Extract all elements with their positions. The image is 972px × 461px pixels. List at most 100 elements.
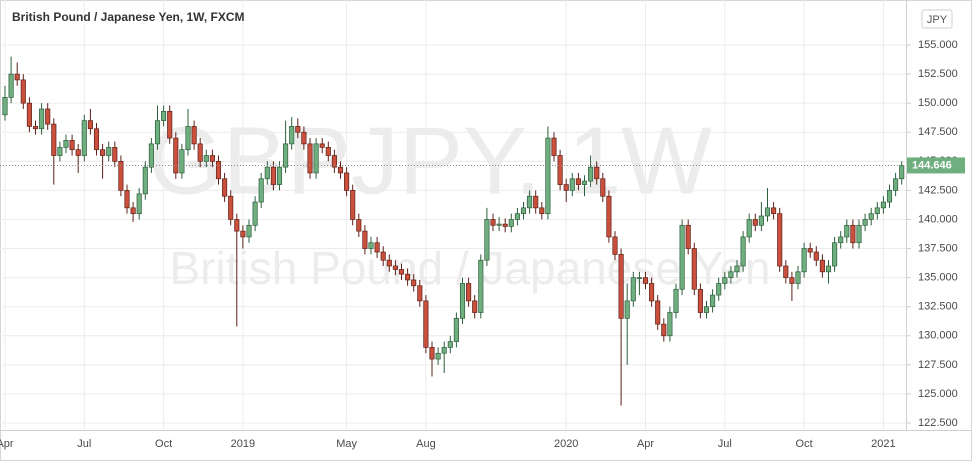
candle-body: [325, 147, 331, 156]
y-tick-label: 155.000: [918, 39, 958, 51]
candle-body: [801, 248, 807, 273]
y-tick-label: 140.000: [918, 213, 958, 225]
candle-body: [789, 277, 795, 284]
candle-body: [344, 172, 350, 191]
candle-body: [691, 248, 697, 290]
x-tick-label: 2019: [231, 438, 255, 450]
candle-body: [502, 223, 508, 227]
y-tick-label: 125.000: [918, 388, 958, 400]
candle-body: [795, 271, 801, 284]
candle-body: [51, 123, 57, 156]
candle-body: [32, 126, 39, 130]
candle-body: [142, 166, 148, 195]
candle-body: [173, 137, 179, 174]
candle-body: [777, 213, 783, 267]
candle-body: [289, 126, 295, 145]
watermark-symbol: GBPJPY, 1W: [148, 107, 712, 214]
candle-body: [771, 207, 777, 215]
candle-body: [508, 219, 514, 227]
x-tick-label: Apr: [0, 438, 14, 450]
candle-body: [69, 140, 75, 151]
candle-body: [81, 120, 87, 156]
candle-body: [417, 285, 423, 302]
candle-body: [490, 219, 496, 226]
candle-body: [423, 300, 429, 348]
candle-body: [87, 120, 93, 130]
x-tick-label: 2020: [554, 438, 578, 450]
candle-body: [588, 166, 594, 182]
candle-body: [435, 352, 441, 360]
candle-body: [673, 288, 679, 313]
candle-body: [154, 120, 161, 145]
candle-body: [539, 207, 545, 215]
candle-body: [551, 137, 557, 156]
candle-body: [313, 143, 319, 174]
candle-body: [356, 219, 362, 232]
candle-body: [478, 259, 484, 313]
candle-body: [75, 149, 81, 156]
candle-body: [642, 277, 649, 284]
candle-body: [20, 79, 26, 104]
candle-body: [710, 294, 716, 308]
candle-body: [295, 126, 301, 133]
candle-body: [270, 166, 276, 185]
candle-body: [484, 219, 490, 261]
candle-body: [215, 160, 222, 180]
candle-body: [752, 219, 758, 226]
candle-body: [636, 277, 642, 279]
candle-body: [624, 300, 630, 319]
x-tick-label: Jul: [718, 438, 732, 450]
last-price-badge: [907, 157, 965, 174]
candle-body: [429, 347, 435, 360]
candle-body: [197, 143, 203, 162]
candle-body: [703, 306, 710, 313]
candle-body: [441, 347, 447, 354]
candle-body: [179, 149, 185, 174]
candle-body: [527, 195, 533, 209]
y-tick-label: 152.500: [918, 68, 958, 80]
candle-body: [697, 288, 703, 313]
candle-body: [758, 215, 764, 226]
candle-body: [533, 195, 539, 209]
candle-body: [746, 219, 752, 238]
candle-body: [472, 300, 478, 313]
candle-body: [136, 193, 142, 215]
candle-body: [520, 207, 527, 215]
candle-body: [405, 273, 411, 281]
candle-body: [856, 224, 862, 244]
candle-body: [57, 147, 63, 156]
candle-body: [26, 102, 32, 127]
candle-body: [514, 213, 520, 220]
candle-body: [618, 254, 624, 319]
candle-body: [14, 73, 20, 81]
candle-body: [606, 195, 612, 238]
candle-body: [813, 251, 819, 261]
candle-body: [886, 190, 893, 203]
candle-body: [685, 224, 691, 249]
candle-body: [868, 213, 874, 220]
y-tick-label: 130.000: [918, 330, 958, 342]
candle-body: [832, 242, 838, 267]
candle-body: [862, 219, 868, 226]
candle-body: [106, 147, 112, 156]
y-tick-label: 137.500: [918, 242, 958, 254]
candle-body: [880, 201, 886, 209]
currency-badge-box[interactable]: [921, 9, 953, 29]
x-tick-label: Oct: [796, 438, 813, 450]
candle-body: [734, 265, 740, 273]
candle-body: [630, 277, 636, 302]
candle-body: [819, 259, 825, 273]
candle-body: [661, 323, 667, 337]
candle-body: [234, 219, 240, 232]
candle-body: [594, 166, 600, 180]
candle-body: [301, 131, 307, 145]
candle-body: [545, 137, 551, 215]
currency-badge[interactable]: JPY: [927, 14, 948, 26]
candle-body: [100, 149, 106, 156]
x-tick-label: Aug: [416, 438, 436, 450]
candle-body: [45, 108, 51, 125]
candle-body: [392, 265, 398, 270]
candle-body: [222, 178, 228, 197]
